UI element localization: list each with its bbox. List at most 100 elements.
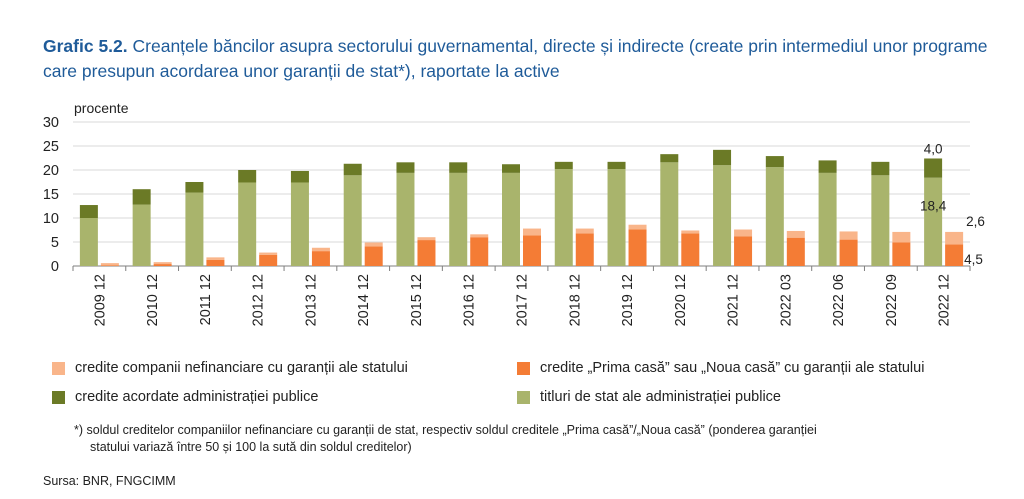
bar-credite-acordate-administra-ie	[290, 170, 309, 183]
x-tick-label: 2016 12	[462, 274, 478, 326]
bar-credite-companii-nefinanciare-	[100, 263, 119, 266]
bar-credite-prima-cas-sau-noua-cas	[734, 236, 753, 266]
x-tick-label: 2009 12	[92, 274, 108, 326]
legend-label-companii: credite companii nefinanciare cu garanți…	[75, 360, 408, 376]
bar-credite-prima-cas-sau-noua-cas	[153, 264, 172, 266]
bar-titluri-de-stat-ale-administra	[502, 172, 520, 266]
bar-credite-prima-cas-sau-noua-cas	[786, 237, 805, 266]
bar-chart: 0 5 10 15 20 25 30 2009 12 2010 12 2011 12 2012 12…	[43, 115, 985, 326]
legend-item-credite-admin: credite acordate administrației publice	[52, 389, 318, 405]
x-tick-label: 2011 12	[198, 274, 214, 325]
bar-credite-acordate-administra-ie	[343, 163, 362, 176]
bar-titluri-de-stat-ale-administra	[132, 204, 151, 266]
legend-label-prima-casa: credite „Prima casă” sau „Noua casă” cu …	[540, 360, 925, 376]
bar-titluri-de-stat-ale-administra	[238, 182, 257, 266]
y-axis-unit-label: procente	[74, 100, 129, 116]
bar-credite-companii-nefinanciare-	[628, 224, 647, 230]
bar-credite-companii-nefinanciare-	[417, 237, 436, 241]
y-tick-label: 0	[51, 259, 59, 275]
bar-credite-prima-cas-sau-noua-cas	[839, 239, 858, 266]
bar-credite-companii-nefinanciare-	[892, 231, 911, 243]
bar-credite-companii-nefinanciare-	[523, 228, 541, 236]
legend-swatch-titluri	[517, 390, 530, 404]
bar-credite-prima-cas-sau-noua-cas	[523, 235, 541, 266]
bar-titluri-de-stat-ale-administra	[396, 172, 415, 266]
bar-credite-companii-nefinanciare-	[734, 229, 753, 237]
x-tick-label: 2022 03	[778, 274, 794, 326]
x-tick-label: 2022 09	[884, 274, 900, 326]
data-label: 4,5	[964, 252, 983, 267]
legend-label-titluri: titluri de stat ale administrației publi…	[540, 389, 781, 405]
bar-credite-prima-cas-sau-noua-cas	[417, 240, 436, 266]
bar-credite-acordate-administra-ie	[238, 170, 257, 183]
bar-credite-acordate-administra-ie	[449, 162, 468, 173]
bar-credite-prima-cas-sau-noua-cas	[575, 233, 594, 266]
legend-label-credite-admin: credite acordate administrației publice	[75, 389, 319, 405]
x-tick-label: 2015 12	[409, 274, 425, 326]
data-label: 18,4	[920, 199, 947, 214]
bar-credite-companii-nefinanciare-	[786, 230, 805, 238]
bar-titluri-de-stat-ale-administra	[290, 182, 309, 266]
y-tick-label: 15	[43, 187, 59, 203]
bar-credite-prima-cas-sau-noua-cas	[892, 242, 911, 266]
y-tick-label: 5	[51, 235, 59, 251]
bar-credite-acordate-administra-ie	[924, 158, 943, 178]
bar-credite-companii-nefinanciare-	[839, 231, 858, 240]
y-tick-label: 25	[43, 139, 59, 155]
x-tick-label: 2022 06	[831, 274, 847, 326]
bar-titluri-de-stat-ale-administra	[871, 175, 890, 266]
bar-credite-acordate-administra-ie	[502, 164, 520, 173]
bar-credite-companii-nefinanciare-	[364, 242, 383, 247]
x-tick-label: 2017 12	[515, 274, 531, 326]
x-tick-label: 2010 12	[145, 274, 161, 326]
bar-titluri-de-stat-ale-administra	[713, 165, 732, 266]
bar-credite-acordate-administra-ie	[607, 161, 626, 170]
bar-credite-acordate-administra-ie	[132, 189, 151, 205]
bar-credite-acordate-administra-ie	[765, 156, 784, 168]
bar-credite-prima-cas-sau-noua-cas	[945, 244, 964, 266]
bar-credite-prima-cas-sau-noua-cas	[470, 237, 489, 266]
footnote: *) soldul creditelor companiilor nefinan…	[74, 422, 974, 456]
bar-titluri-de-stat-ale-administra	[924, 177, 943, 266]
data-label: 2,6	[966, 214, 985, 229]
y-tick-label: 10	[43, 211, 59, 227]
legend-swatch-companii	[52, 361, 65, 375]
bar-titluri-de-stat-ale-administra	[449, 172, 468, 266]
y-tick-label: 20	[43, 163, 59, 179]
bar-credite-acordate-administra-ie	[396, 162, 415, 173]
chart-title: Grafic 5.2. Creanțele băncilor asupra se…	[43, 34, 1003, 84]
bar-titluri-de-stat-ale-administra	[79, 218, 98, 266]
bar-credite-companii-nefinanciare-	[206, 257, 225, 260]
bar-credite-companii-nefinanciare-	[575, 228, 594, 234]
data-label: 4,0	[924, 141, 943, 156]
chart-title-label: Grafic 5.2.	[43, 36, 128, 56]
bar-credite-prima-cas-sau-noua-cas	[206, 259, 225, 266]
x-tick-label: 2018 12	[567, 274, 583, 326]
bar-titluri-de-stat-ale-administra	[765, 167, 784, 266]
bar-credite-acordate-administra-ie	[871, 161, 890, 176]
x-tick-label: 2012 12	[251, 274, 267, 326]
bar-credite-acordate-administra-ie	[818, 160, 837, 173]
bar-titluri-de-stat-ale-administra	[818, 172, 837, 266]
x-tick-label: 2013 12	[303, 274, 319, 326]
x-tick-label: 2022 12	[937, 274, 953, 326]
y-tick-label: 30	[43, 115, 59, 131]
bar-credite-companii-nefinanciare-	[259, 252, 278, 255]
legend-item-prima-casa: credite „Prima casă” sau „Noua casă” cu …	[517, 360, 924, 376]
x-tick-label: 2019 12	[620, 274, 636, 326]
bar-credite-prima-cas-sau-noua-cas	[628, 229, 647, 266]
bar-credite-prima-cas-sau-noua-cas	[681, 233, 700, 266]
x-tick-label: 2014 12	[356, 274, 372, 326]
bar-titluri-de-stat-ale-administra	[185, 192, 204, 266]
x-tick-label: 2020 12	[673, 274, 689, 326]
bar-titluri-de-stat-ale-administra	[554, 169, 573, 266]
bar-credite-acordate-administra-ie	[79, 205, 98, 218]
bar-credite-acordate-administra-ie	[660, 154, 679, 163]
bar-credite-prima-cas-sau-noua-cas	[311, 251, 330, 266]
bar-credite-companii-nefinanciare-	[153, 262, 172, 265]
bar-credite-companii-nefinanciare-	[470, 234, 489, 238]
bar-titluri-de-stat-ale-administra	[343, 175, 362, 266]
bar-titluri-de-stat-ale-administra	[660, 162, 679, 266]
bar-titluri-de-stat-ale-administra	[607, 169, 626, 266]
chart-title-text: Creanțele băncilor asupra sectorului guv…	[43, 36, 988, 81]
